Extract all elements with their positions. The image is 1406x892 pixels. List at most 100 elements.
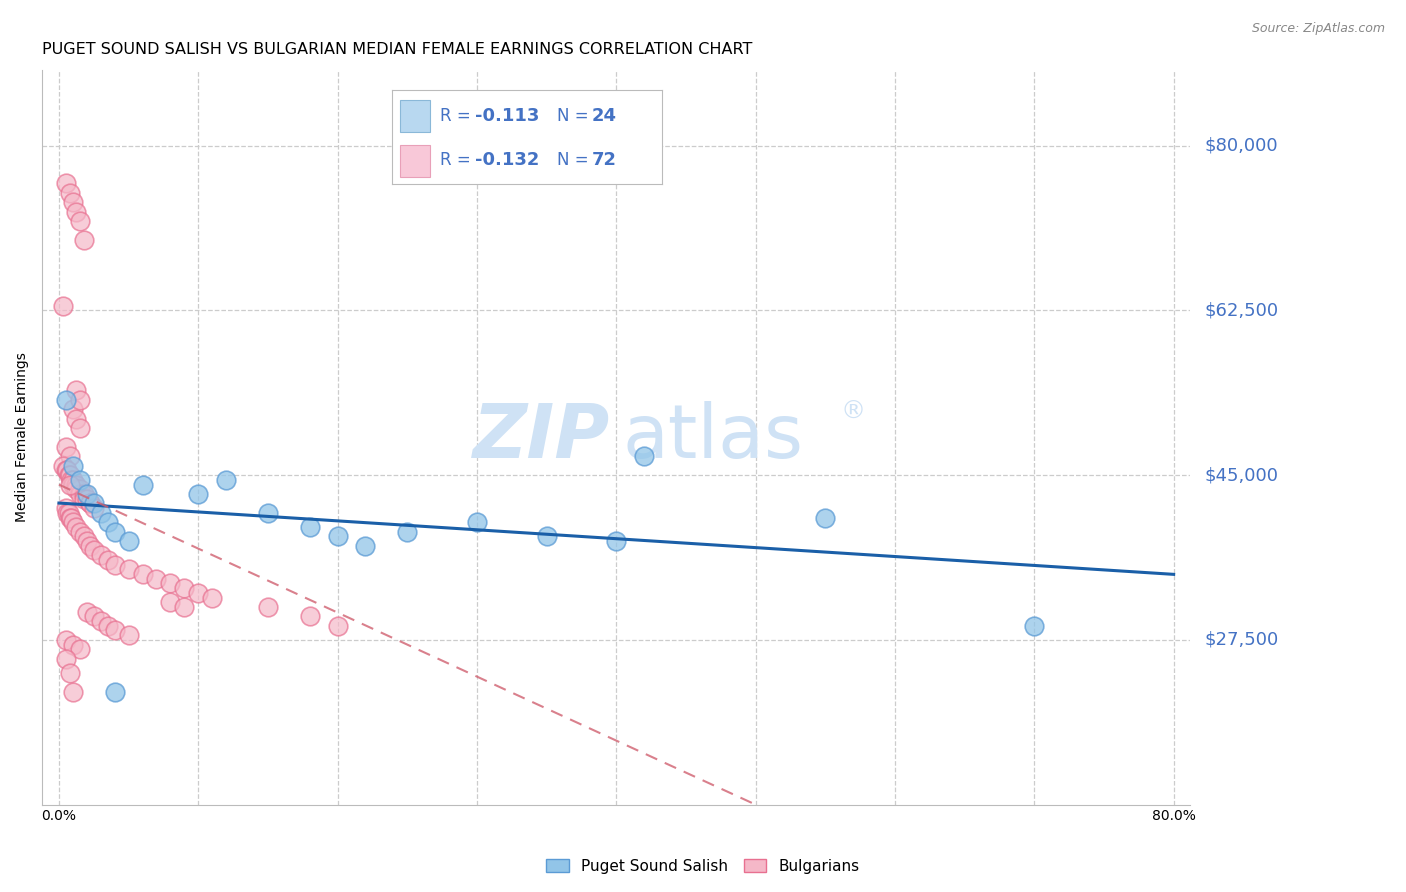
Point <box>173 599 195 614</box>
Point <box>69 524 91 539</box>
Point <box>83 609 105 624</box>
Point <box>69 487 91 501</box>
Point <box>65 411 87 425</box>
Point <box>58 506 80 520</box>
Text: atlas: atlas <box>621 401 803 474</box>
Text: $45,000: $45,000 <box>1205 467 1278 484</box>
Point <box>396 524 419 539</box>
Point <box>62 638 84 652</box>
Point <box>76 534 98 549</box>
Point <box>69 473 91 487</box>
Legend: Puget Sound Salish, Bulgarians: Puget Sound Salish, Bulgarians <box>540 853 866 880</box>
Point <box>187 487 209 501</box>
Point <box>62 515 84 529</box>
Point <box>131 477 153 491</box>
Point <box>83 501 105 516</box>
Point <box>65 384 87 398</box>
Point <box>69 421 91 435</box>
Point <box>55 463 77 477</box>
Point <box>55 632 77 647</box>
Point <box>62 477 84 491</box>
Point <box>69 483 91 497</box>
Point <box>187 586 209 600</box>
Point <box>62 402 84 417</box>
Point <box>62 195 84 210</box>
Text: Source: ZipAtlas.com: Source: ZipAtlas.com <box>1251 22 1385 36</box>
Point <box>354 539 377 553</box>
Point <box>79 496 101 510</box>
Point <box>56 506 79 520</box>
Point <box>59 186 82 200</box>
Point <box>59 665 82 680</box>
Point <box>73 491 96 506</box>
Point <box>62 458 84 473</box>
Point <box>56 463 79 477</box>
Point <box>117 628 139 642</box>
Point <box>69 392 91 407</box>
Point <box>97 515 120 529</box>
Text: ®: ® <box>841 400 865 424</box>
Point <box>117 534 139 549</box>
Point <box>104 558 127 572</box>
Text: $80,000: $80,000 <box>1205 136 1278 154</box>
Text: ZIP: ZIP <box>474 401 610 474</box>
Point <box>326 619 349 633</box>
Point <box>55 177 77 191</box>
Point <box>79 496 101 510</box>
Point <box>257 506 280 520</box>
Point <box>62 473 84 487</box>
Point <box>58 468 80 483</box>
Point <box>59 468 82 483</box>
Point <box>65 477 87 491</box>
Point <box>55 651 77 665</box>
Point <box>65 483 87 497</box>
Point <box>814 510 837 524</box>
Point <box>59 477 82 491</box>
Point <box>159 576 181 591</box>
Point <box>97 553 120 567</box>
Point <box>83 543 105 558</box>
Point <box>76 487 98 501</box>
Point <box>1024 619 1046 633</box>
Point <box>59 450 82 464</box>
Point <box>104 624 127 638</box>
Point <box>55 501 77 516</box>
Point <box>60 510 83 524</box>
Point <box>76 605 98 619</box>
Point <box>298 520 321 534</box>
Y-axis label: Median Female Earnings: Median Female Earnings <box>15 352 30 523</box>
Point <box>97 619 120 633</box>
Point <box>215 473 238 487</box>
Point <box>73 233 96 247</box>
Point <box>55 440 77 454</box>
Point <box>465 515 488 529</box>
Point <box>117 562 139 576</box>
Point <box>73 529 96 543</box>
Text: PUGET SOUND SALISH VS BULGARIAN MEDIAN FEMALE EARNINGS CORRELATION CHART: PUGET SOUND SALISH VS BULGARIAN MEDIAN F… <box>42 42 752 57</box>
Point <box>52 458 75 473</box>
Point <box>90 614 112 628</box>
Point <box>69 642 91 657</box>
Point <box>65 204 87 219</box>
Point <box>90 506 112 520</box>
Point <box>536 529 558 543</box>
Point <box>83 496 105 510</box>
Point <box>79 539 101 553</box>
Point <box>73 487 96 501</box>
Point <box>326 529 349 543</box>
Point <box>145 572 167 586</box>
Point <box>59 510 82 524</box>
Text: $62,500: $62,500 <box>1205 301 1278 319</box>
Point <box>131 567 153 582</box>
Point <box>55 392 77 407</box>
Point <box>65 520 87 534</box>
Point <box>62 684 84 698</box>
Point <box>52 299 75 313</box>
Point <box>69 214 91 228</box>
Point <box>633 450 655 464</box>
Point <box>173 581 195 595</box>
Point <box>104 684 127 698</box>
Point <box>201 591 224 605</box>
Point <box>257 599 280 614</box>
Point <box>90 548 112 562</box>
